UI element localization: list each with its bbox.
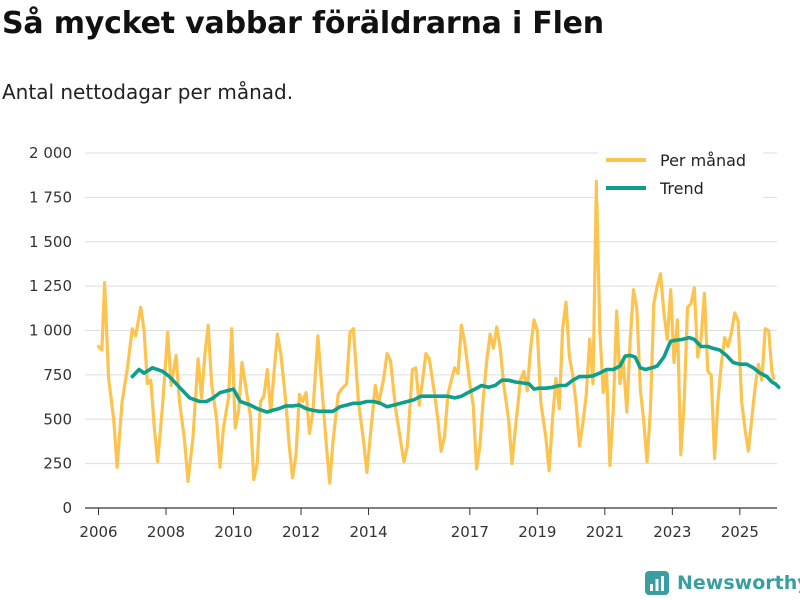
legend-label-trend: Trend: [659, 179, 704, 198]
series-line-trend: [130, 335, 781, 414]
series-layer: [96, 179, 781, 485]
x-tick-label: 2025: [721, 523, 759, 541]
chart-subtitle: Antal nettodagar per månad.: [2, 80, 294, 104]
y-tick-label: 1 500: [29, 233, 72, 251]
x-tick-label: 2010: [214, 523, 252, 541]
line-chart: 0 250 500 750 1 000 1 250 1 500 1 750 2 000 2006…: [29, 144, 781, 541]
y-tick-label: 1 750: [29, 188, 72, 206]
x-tick-label: 2017: [451, 523, 489, 541]
x-tick-label: 2008: [147, 523, 185, 541]
x-tick-label: 2012: [282, 523, 320, 541]
chart-title: Så mycket vabbar föräldrarna i Flen: [2, 6, 604, 41]
y-tick-label: 750: [43, 366, 72, 384]
y-tick-label: 2 000: [29, 144, 72, 162]
y-tick-label: 500: [43, 410, 72, 428]
newsworthy-brand[interactable]: Newsworthy: [645, 568, 800, 598]
x-axis: 2006 2008 2010 2012 2014 2017 2019 2021 2023 2025: [79, 507, 777, 541]
x-tick-label: 2019: [518, 523, 556, 541]
legend-background: [598, 144, 763, 202]
series-line-per-month: [96, 179, 776, 485]
legend-label-per-month: Per månad: [660, 151, 746, 170]
brand-name: Newsworthy: [677, 572, 800, 594]
y-tick-label: 250: [43, 455, 72, 473]
chart-logo-icon: [645, 571, 669, 595]
x-tick-label: 2021: [586, 523, 624, 541]
y-tick-label: 1 250: [29, 277, 72, 295]
x-tick-label: 2023: [653, 523, 691, 541]
x-tick-label: 2014: [349, 523, 387, 541]
legend: Per månad Trend: [598, 144, 763, 202]
grid-lines: 0 250 500 750 1 000 1 250 1 500 1 750 2 000: [29, 144, 777, 517]
x-tick-label: 2006: [79, 523, 117, 541]
y-tick-label: 0: [62, 499, 72, 517]
y-tick-label: 1 000: [29, 322, 72, 340]
